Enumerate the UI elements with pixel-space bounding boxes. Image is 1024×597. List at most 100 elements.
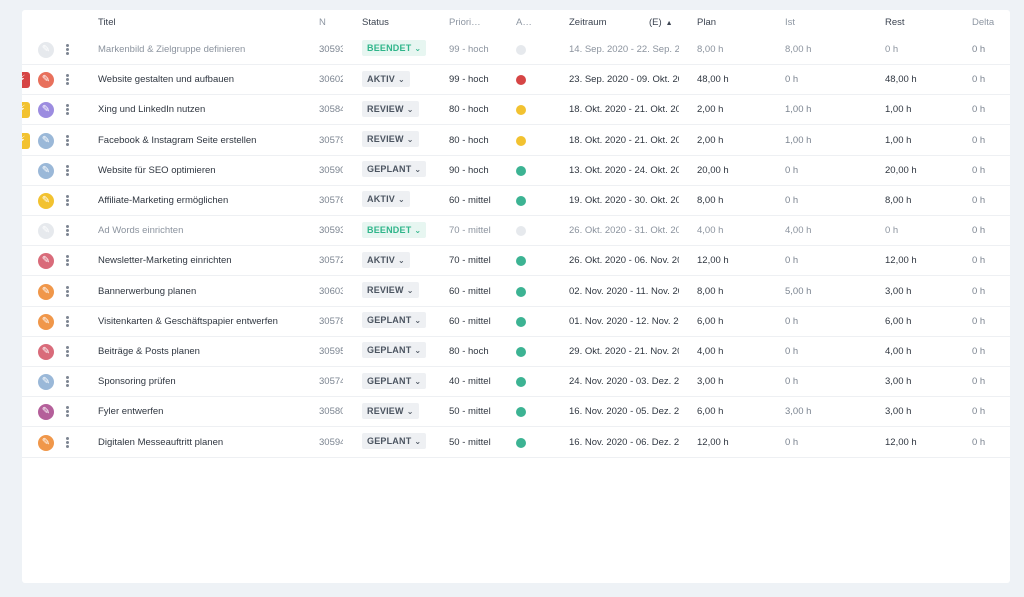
column-header-n[interactable]: N [319,17,326,28]
status-dropdown[interactable]: BEENDET ⌄ [362,221,427,238]
task-number: 30574 [319,376,343,388]
pencil-icon[interactable]: ✎ [38,193,54,209]
task-title[interactable]: Xing und LinkedIn nutzen [98,104,206,116]
column-header-title[interactable]: Titel [98,17,116,28]
priority-value: 60 - mittel [449,285,491,297]
delta-hours: 0 h [972,225,986,237]
status-dropdown[interactable]: BEENDET ⌄ [362,40,427,57]
column-header-e[interactable]: (E) ▲ [649,10,689,36]
status-dropdown[interactable]: REVIEW ⌄ [362,131,419,148]
table-row[interactable]: ✎ Newsletter-Marketing einrichten 30572 … [22,246,1010,277]
pencil-icon[interactable]: ✎ [38,253,54,270]
delta-hours: 0 h [972,44,986,55]
task-title[interactable]: Digitalen Messeauftritt planen [98,436,224,448]
more-menu-icon[interactable] [64,375,70,389]
status-dot-icon [516,437,526,448]
task-number: 30584 [319,104,343,116]
more-menu-icon[interactable] [64,194,70,208]
table-row[interactable]: ✎ Markenbild & Zielgruppe definieren 305… [22,35,1010,65]
table-row[interactable]: ✎ Bannerwerbung planen 30603 REVIEW ⌄ 60 … [22,277,1010,307]
task-number: 30602 [319,74,343,86]
task-title[interactable]: Visitenkarten & Geschäftspapier entwerfe… [98,315,278,327]
pencil-icon[interactable]: ✎ [38,223,54,240]
more-menu-icon[interactable] [64,103,70,117]
more-menu-icon[interactable] [64,405,70,419]
task-title[interactable]: Newsletter-Marketing einrichten [98,255,232,267]
chevron-down-icon: ⌄ [398,74,405,84]
status-dropdown[interactable]: REVIEW ⌄ [362,282,419,299]
pencil-icon[interactable]: ✎ [38,283,54,300]
status-dropdown[interactable]: REVIEW ⌄ [362,100,419,117]
pencil-icon[interactable]: ✎ [38,72,54,89]
task-title[interactable]: Markenbild & Zielgruppe definieren [98,44,246,55]
lightning-icon[interactable]: ⚡ [22,102,30,119]
delta-hours: 0 h [972,406,986,418]
column-header-rest[interactable]: Rest [885,17,905,28]
table-row[interactable]: ✎ Digitalen Messeauftritt planen 30594 G… [22,428,1010,458]
date-range: 02. Nov. 2020 - 11. Nov. 2020 [569,285,679,297]
column-header-delta[interactable]: Delta [972,17,995,28]
column-header-priority[interactable]: Priori… [449,17,481,28]
status-dot-icon [516,45,526,55]
task-title[interactable]: Ad Words einrichten [98,225,184,237]
task-title[interactable]: Website gestalten und aufbauen [98,74,235,86]
more-menu-icon[interactable] [64,224,70,238]
more-menu-icon[interactable] [64,134,70,148]
more-menu-icon[interactable] [64,436,70,450]
more-menu-icon[interactable] [64,285,70,299]
status-dropdown[interactable]: GEPLANT ⌄ [362,342,427,359]
more-menu-icon[interactable] [64,164,70,178]
table-row[interactable]: ✎ Website für SEO optimieren 30590 GEPLA… [22,156,1010,186]
pencil-icon[interactable]: ✎ [38,102,54,119]
more-menu-icon[interactable] [64,254,70,268]
column-header-plan[interactable]: Plan [697,17,717,28]
table-row[interactable]: ✎ Fyler entwerfen 30580 REVIEW ⌄ 50 - mit… [22,397,1010,428]
pencil-icon[interactable]: ✎ [38,344,54,360]
status-label: BEENDET [367,43,412,54]
task-title[interactable]: Sponsoring prüfen [98,376,176,388]
table-row[interactable]: ⚡ ✎ Xing und LinkedIn nutzen 30584 REVIE… [22,95,1010,126]
status-dropdown[interactable]: GEPLANT ⌄ [362,372,427,389]
table-row[interactable]: ✎ Affiliate-Marketing ermöglichen 30576 … [22,186,1010,216]
table-row[interactable]: ⚡ ✎ Website gestalten und aufbauen 30602… [22,65,1010,96]
table-row[interactable]: ✎ Sponsoring prüfen 30574 GEPLANT ⌄ 40 - … [22,367,1010,398]
task-title[interactable]: Affiliate-Marketing ermöglichen [98,195,229,206]
status-label: GEPLANT [367,436,412,447]
column-header-ist[interactable]: Ist [785,17,796,28]
pencil-icon[interactable]: ✎ [38,313,54,330]
status-dropdown[interactable]: GEPLANT ⌄ [362,161,427,178]
status-dropdown[interactable]: AKTIV ⌄ [362,70,410,87]
pencil-icon[interactable]: ✎ [38,42,54,58]
task-title[interactable]: Facebook & Instagram Seite erstellen [98,134,257,146]
more-menu-icon[interactable] [64,345,70,359]
status-dropdown[interactable]: AKTIV ⌄ [362,251,410,268]
table-row[interactable]: ✎ Visitenkarten & Geschäftspapier entwer… [22,307,1010,337]
pencil-icon[interactable]: ✎ [38,132,54,149]
pencil-icon[interactable]: ✎ [38,434,54,451]
task-title[interactable]: Fyler entwerfen [98,406,164,418]
status-dropdown[interactable]: AKTIV ⌄ [362,191,410,208]
status-cell: REVIEW ⌄ [362,277,437,307]
pencil-icon[interactable]: ✎ [38,162,54,179]
pencil-icon[interactable]: ✎ [38,374,54,391]
status-dropdown[interactable]: GEPLANT ⌄ [362,433,427,450]
status-dropdown[interactable]: GEPLANT ⌄ [362,312,427,329]
chevron-down-icon: ⌄ [414,376,422,386]
column-header-a[interactable]: A… [516,17,532,28]
more-menu-icon[interactable] [64,315,70,329]
status-dropdown[interactable]: REVIEW ⌄ [362,402,419,419]
actual-hours: 4,00 h [785,225,812,237]
task-title[interactable]: Website für SEO optimieren [98,164,216,176]
table-row[interactable]: ✎ Ad Words einrichten 30593 BEENDET ⌄ 70 … [22,216,1010,247]
column-header-status[interactable]: Status [362,17,389,28]
task-title[interactable]: Bannerwerbung planen [98,285,197,297]
more-menu-icon[interactable] [64,43,70,57]
task-title[interactable]: Beiträge & Posts planen [98,346,200,357]
table-row[interactable]: ⚡ ✎ Facebook & Instagram Seite erstellen… [22,126,1010,156]
table-row[interactable]: ✎ Beiträge & Posts planen 30595 GEPLANT ⌄… [22,337,1010,367]
pencil-icon[interactable]: ✎ [38,404,54,421]
lightning-icon[interactable]: ⚡ [22,132,30,149]
lightning-icon[interactable]: ⚡ [22,72,30,89]
more-menu-icon[interactable] [64,73,70,87]
column-header-zeitraum[interactable]: Zeitraum [569,17,607,28]
